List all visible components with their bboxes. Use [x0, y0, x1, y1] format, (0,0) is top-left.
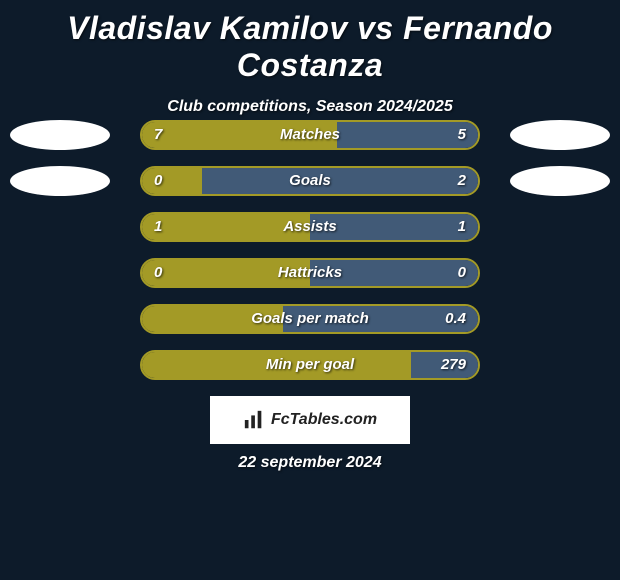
player-left-avatar [10, 120, 110, 150]
stat-label: Min per goal [142, 352, 478, 378]
stat-row: 0.4Goals per match [140, 304, 480, 334]
attribution-text: FcTables.com [271, 411, 377, 429]
page-title: Vladislav Kamilov vs Fernando Costanza [0, 0, 620, 84]
stat-row: 75Matches [140, 120, 480, 150]
player-right-avatar [510, 166, 610, 196]
stat-label: Matches [142, 122, 478, 148]
stat-row: 279Min per goal [140, 350, 480, 380]
stat-row: 00Hattricks [140, 258, 480, 288]
attribution-badge: FcTables.com [210, 396, 410, 444]
stat-row: 02Goals [140, 166, 480, 196]
footer-date: 22 september 2024 [0, 454, 620, 472]
player-left-avatar [10, 166, 110, 196]
subtitle: Club competitions, Season 2024/2025 [0, 98, 620, 116]
stat-label: Goals [142, 168, 478, 194]
stat-row: 11Assists [140, 212, 480, 242]
stat-label: Assists [142, 214, 478, 240]
stat-label: Goals per match [142, 306, 478, 332]
chart-icon [243, 409, 265, 431]
player-right-avatar [510, 120, 610, 150]
comparison-chart: 75Matches 02Goals 11Assists 00Hattricks 0.4G… [0, 120, 620, 396]
stat-label: Hattricks [142, 260, 478, 286]
